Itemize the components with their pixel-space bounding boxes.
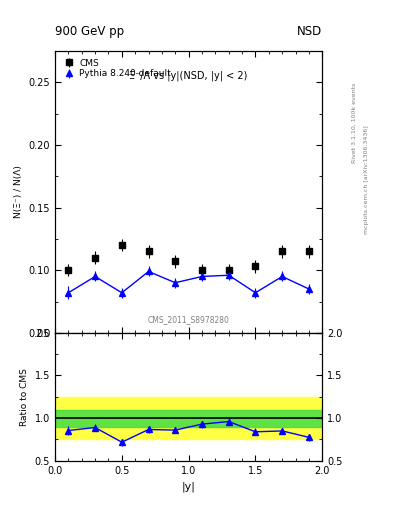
Legend: CMS, Pythia 8.240 default: CMS, Pythia 8.240 default [61, 57, 173, 80]
Text: Ξ⁻/Λ vs |y|(NSD, |y| < 2): Ξ⁻/Λ vs |y|(NSD, |y| < 2) [129, 71, 248, 81]
Bar [55, 397, 322, 439]
Y-axis label: N(Ξ⁻) / N(Λ): N(Ξ⁻) / N(Λ) [14, 165, 23, 219]
Text: mcplots.cern.ch [arXiv:1306.3436]: mcplots.cern.ch [arXiv:1306.3436] [364, 125, 369, 233]
Text: NSD: NSD [297, 26, 322, 38]
Bar [55, 410, 322, 426]
Text: CMS_2011_S8978280: CMS_2011_S8978280 [148, 315, 230, 325]
Text: 900 GeV pp: 900 GeV pp [55, 26, 124, 38]
Y-axis label: Ratio to CMS: Ratio to CMS [20, 368, 29, 426]
Text: Rivet 3.1.10, 100k events: Rivet 3.1.10, 100k events [352, 83, 357, 163]
X-axis label: |y|: |y| [182, 481, 196, 492]
